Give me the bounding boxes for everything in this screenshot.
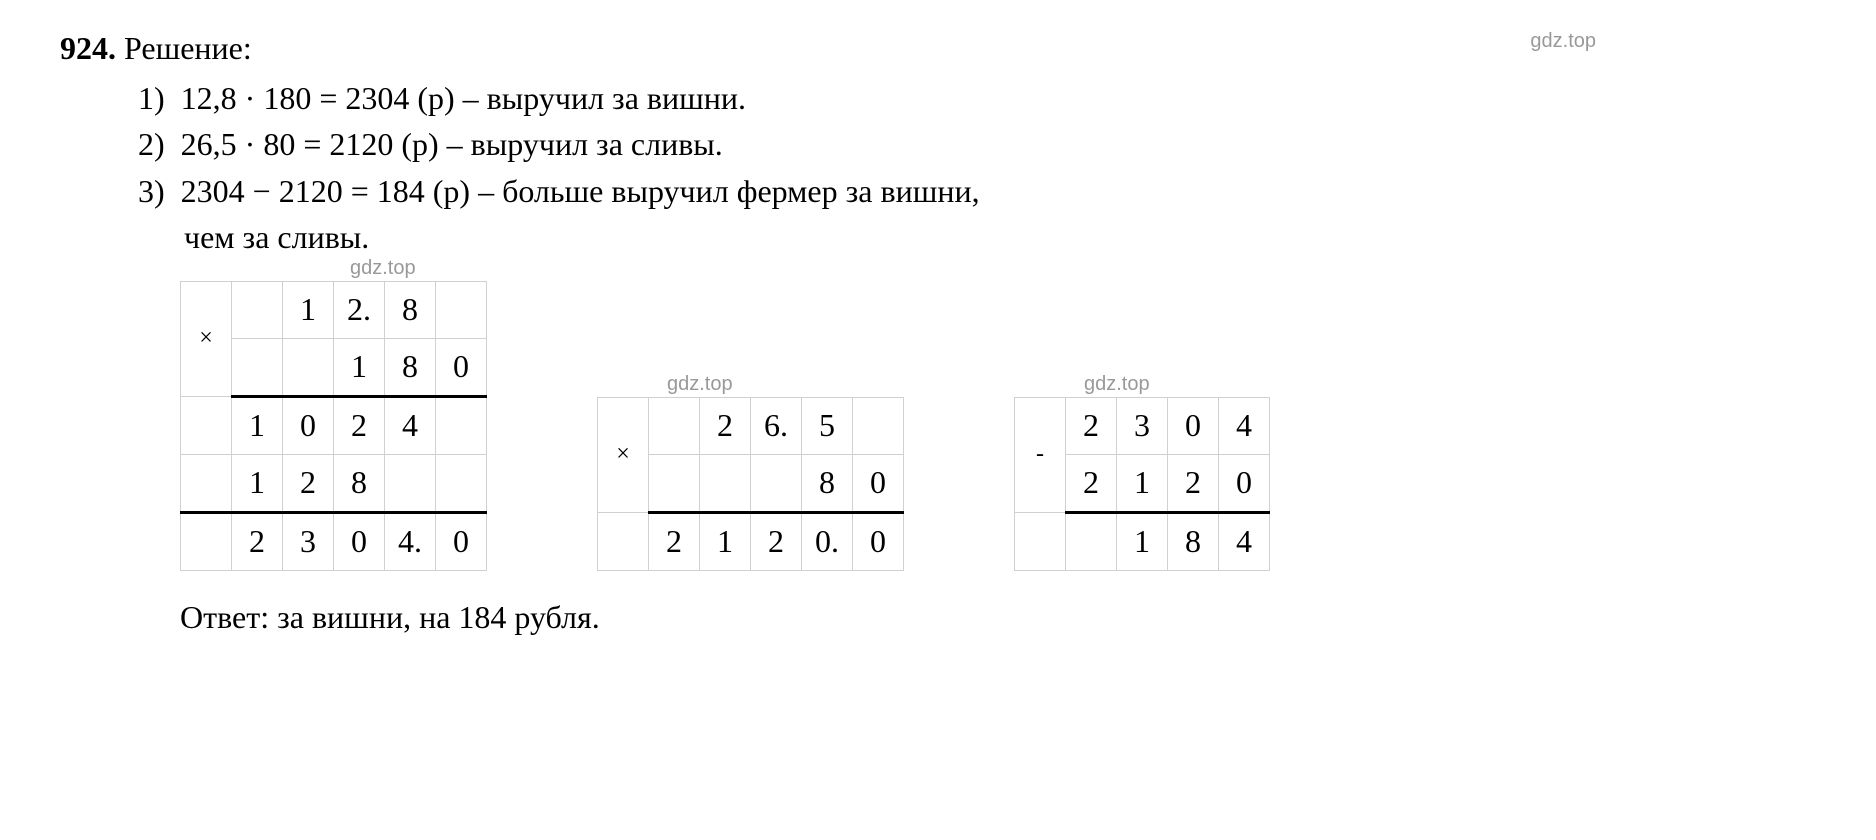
calc1-r2c3: 4 xyxy=(385,396,436,454)
calc3-r2cm xyxy=(1015,512,1066,570)
calc3-r2c0 xyxy=(1066,512,1117,570)
step-1-num: 1) xyxy=(138,80,165,116)
calc2-r2c0: 2 xyxy=(649,512,700,570)
step-3-desc2: чем за сливы. xyxy=(184,219,369,255)
task-number: 924. xyxy=(60,30,116,66)
calc1-r4c0: 2 xyxy=(232,512,283,570)
calc-tables-row: gdz.top × 1 2. 8 1 8 0 1 0 2 xyxy=(180,281,1816,571)
calc3-op: - xyxy=(1015,397,1066,512)
calc1-r2cm xyxy=(181,396,232,454)
calc2-r1c1 xyxy=(700,454,751,512)
step-1-expr: 12,8 · 180 = 2304 (р) xyxy=(181,80,455,116)
step-2-num: 2) xyxy=(138,126,165,162)
calc1-r2c4 xyxy=(436,396,487,454)
answer-label: Ответ: xyxy=(180,599,269,635)
calc1-op: × xyxy=(181,281,232,396)
calc1-r2c0: 1 xyxy=(232,396,283,454)
calc1-r0c4 xyxy=(436,281,487,338)
calc2-table: × 2 6. 5 8 0 2 1 2 0. 0 xyxy=(597,397,904,571)
calc1-r3c0: 1 xyxy=(232,454,283,512)
calc2-r0c0 xyxy=(649,397,700,454)
calc2-block: gdz.top × 2 6. 5 8 0 2 1 2 xyxy=(597,397,904,571)
calc1-r0c3: 8 xyxy=(385,281,436,338)
calc2-r2c4: 0 xyxy=(853,512,904,570)
step-3-line1: 3) 2304 − 2120 = 184 (р) – больше выручи… xyxy=(138,168,1816,214)
calc1-r1c2: 1 xyxy=(334,338,385,396)
calc1-r1c3: 8 xyxy=(385,338,436,396)
calc1-r3cm xyxy=(181,454,232,512)
calc2-r1c3: 8 xyxy=(802,454,853,512)
calc3-block: gdz.top - 2 3 0 4 2 1 2 0 1 8 4 xyxy=(1014,397,1270,571)
calc3-r2c1: 1 xyxy=(1117,512,1168,570)
calc2-watermark: gdz.top xyxy=(667,373,733,396)
calc1-r2c2: 2 xyxy=(334,396,385,454)
calc2-r0c1: 2 xyxy=(700,397,751,454)
calc1-r2c1: 0 xyxy=(283,396,334,454)
calc1-r4c3: 4. xyxy=(385,512,436,570)
calc2-r2c1: 1 xyxy=(700,512,751,570)
calc2-r0c2: 6. xyxy=(751,397,802,454)
calc3-r0c2: 0 xyxy=(1168,397,1219,454)
watermark-top-right: gdz.top xyxy=(1530,30,1596,53)
calc1-r0c2: 2. xyxy=(334,281,385,338)
calc3-r0c1: 3 xyxy=(1117,397,1168,454)
calc1-r1c1 xyxy=(283,338,334,396)
step-2: 2) 26,5 · 80 = 2120 (р) – выручил за сли… xyxy=(138,121,1816,167)
calc1-r4c2: 0 xyxy=(334,512,385,570)
calc1-r4c1: 3 xyxy=(283,512,334,570)
calc1-r0c0 xyxy=(232,281,283,338)
calc2-r0c4 xyxy=(853,397,904,454)
calc1-r0c1: 1 xyxy=(283,281,334,338)
calc3-r2c2: 8 xyxy=(1168,512,1219,570)
task-label: Решение: xyxy=(124,30,252,66)
calc1-r1c0 xyxy=(232,338,283,396)
calc1-block: gdz.top × 1 2. 8 1 8 0 1 0 2 xyxy=(180,281,487,571)
calc2-r2c3: 0. xyxy=(802,512,853,570)
step-1: 1) 12,8 · 180 = 2304 (р) – выручил за ви… xyxy=(138,75,1816,121)
calc2-r1c2 xyxy=(751,454,802,512)
calc2-r0c3: 5 xyxy=(802,397,853,454)
calc3-r1c2: 2 xyxy=(1168,454,1219,512)
calc3-r0c3: 4 xyxy=(1219,397,1270,454)
calc1-r4c4: 0 xyxy=(436,512,487,570)
calc1-r3c1: 2 xyxy=(283,454,334,512)
calc1-watermark: gdz.top xyxy=(350,257,416,280)
answer-line: Ответ: за вишни, на 184 рубля. xyxy=(180,599,1816,636)
step-3-line2: чем за сливы. xyxy=(184,214,1816,260)
calc3-r1c3: 0 xyxy=(1219,454,1270,512)
calc3-watermark: gdz.top xyxy=(1084,373,1150,396)
calc3-r1c0: 2 xyxy=(1066,454,1117,512)
calc2-r2c2: 2 xyxy=(751,512,802,570)
calc1-r4cm xyxy=(181,512,232,570)
calc2-op: × xyxy=(598,397,649,512)
calc3-table: - 2 3 0 4 2 1 2 0 1 8 4 xyxy=(1014,397,1270,571)
calc3-r2c3: 4 xyxy=(1219,512,1270,570)
calc3-r1c1: 1 xyxy=(1117,454,1168,512)
step-3-desc1: – больше выручил фермер за вишни, xyxy=(478,173,980,209)
calc2-r1c4: 0 xyxy=(853,454,904,512)
step-3-expr: 2304 − 2120 = 184 (р) xyxy=(181,173,470,209)
calc2-r1c0 xyxy=(649,454,700,512)
calc1-r3c2: 8 xyxy=(334,454,385,512)
calc2-r2cm xyxy=(598,512,649,570)
calc1-r1c4: 0 xyxy=(436,338,487,396)
step-2-desc: – выручил за сливы. xyxy=(447,126,723,162)
calc3-r0c0: 2 xyxy=(1066,397,1117,454)
calc1-table: × 1 2. 8 1 8 0 1 0 2 4 xyxy=(180,281,487,571)
step-2-expr: 26,5 · 80 = 2120 (р) xyxy=(181,126,439,162)
step-3-num: 3) xyxy=(138,173,165,209)
step-1-desc: – выручил за вишни. xyxy=(463,80,746,116)
answer-text: за вишни, на 184 рубля. xyxy=(277,599,600,635)
calc1-r3c3 xyxy=(385,454,436,512)
calc1-r3c4 xyxy=(436,454,487,512)
